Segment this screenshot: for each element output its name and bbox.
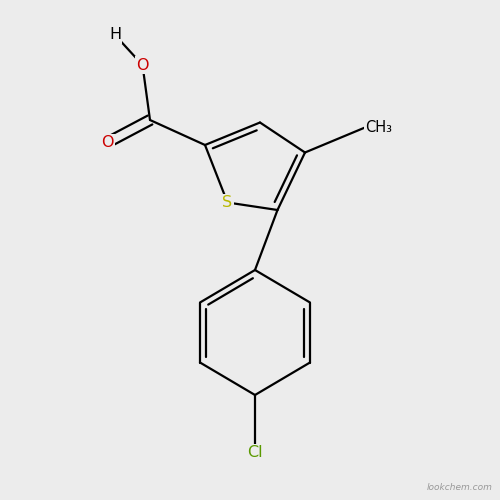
Text: O: O bbox=[101, 135, 114, 150]
Text: CH₃: CH₃ bbox=[365, 120, 392, 135]
Text: O: O bbox=[136, 58, 149, 72]
Text: Cl: Cl bbox=[247, 445, 263, 460]
Text: lookchem.com: lookchem.com bbox=[426, 484, 492, 492]
Text: H: H bbox=[109, 28, 121, 42]
Text: S: S bbox=[222, 195, 232, 210]
